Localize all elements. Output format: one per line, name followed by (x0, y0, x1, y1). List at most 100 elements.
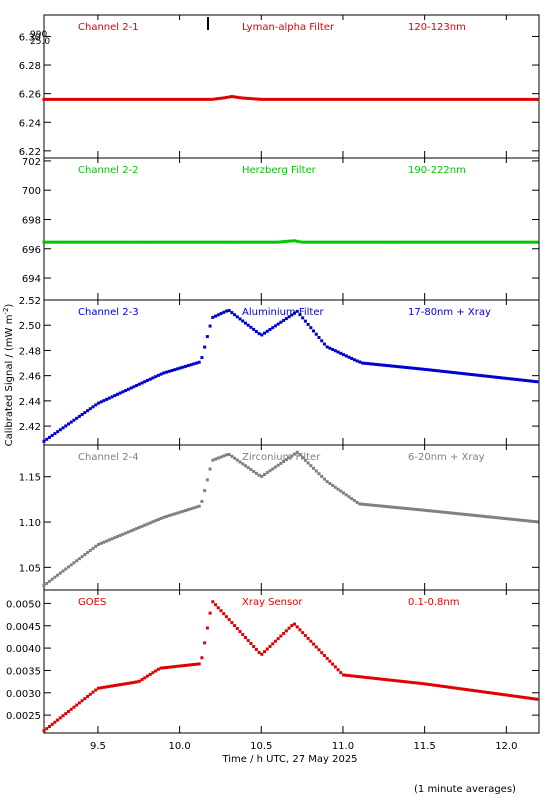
channel-label: Channel 2-2 (78, 165, 139, 176)
data-point (162, 97, 166, 101)
data-point (350, 240, 354, 244)
data-point (314, 240, 318, 244)
data-point (110, 395, 114, 399)
data-point (132, 528, 136, 532)
data-point (260, 474, 264, 478)
data-point (399, 365, 403, 369)
data-point (265, 471, 269, 475)
data-point (331, 662, 335, 666)
data-point (369, 240, 373, 244)
data-point (494, 375, 498, 379)
data-point (521, 378, 525, 382)
data-point (486, 374, 490, 378)
data-point (513, 377, 517, 381)
data-point (208, 240, 212, 244)
data-point (143, 97, 147, 101)
y-tick-label: 2.50 (19, 321, 41, 332)
data-point (110, 240, 114, 244)
data-point (524, 519, 528, 523)
data-point (58, 716, 62, 720)
data-point (445, 511, 449, 515)
channel-label: Channel 2-4 (78, 452, 139, 463)
data-point (382, 677, 386, 681)
data-point (467, 513, 471, 517)
data-point (282, 631, 286, 635)
data-point (64, 567, 68, 571)
data-point (151, 376, 155, 380)
data-point (279, 240, 283, 244)
data-point (420, 240, 424, 244)
data-point (524, 97, 528, 101)
data-point (205, 240, 209, 244)
data-point (282, 240, 286, 244)
data-point (336, 240, 340, 244)
data-point (72, 240, 76, 244)
data-point (535, 240, 539, 244)
data-point (124, 240, 128, 244)
data-point (186, 97, 190, 101)
footnote: (1 minute averages) (414, 784, 516, 795)
data-point (145, 97, 149, 101)
data-point (453, 97, 457, 101)
data-point (442, 97, 446, 101)
data-point (126, 97, 130, 101)
data-point (339, 489, 343, 493)
data-point (246, 466, 250, 470)
data-point (222, 310, 226, 314)
data-point (154, 669, 158, 673)
data-point (268, 240, 272, 244)
y-tick-label: 6.30 (19, 32, 41, 43)
data-point (358, 97, 362, 101)
data-point (456, 97, 460, 101)
data-point (233, 456, 237, 460)
data-point (399, 506, 403, 510)
data-point (192, 663, 196, 667)
data-point (233, 240, 237, 244)
data-point (461, 97, 465, 101)
data-point (47, 97, 51, 101)
data-point (268, 97, 272, 101)
data-point (178, 664, 182, 668)
x-tick-label: 10.0 (168, 741, 190, 752)
data-point (208, 467, 212, 471)
data-point (230, 240, 234, 244)
data-point (437, 97, 441, 101)
data-point (382, 504, 386, 508)
data-point (143, 380, 147, 384)
data-point (339, 97, 343, 101)
data-point (295, 309, 299, 313)
data-point (450, 240, 454, 244)
y-tick-label: 0.0050 (6, 599, 41, 610)
data-point (254, 330, 258, 334)
data-point (391, 364, 395, 368)
data-point (143, 240, 147, 244)
data-point (363, 502, 367, 506)
data-point (306, 461, 310, 465)
x-tick-label: 9.5 (90, 741, 106, 752)
data-point (167, 514, 171, 518)
data-point (404, 506, 408, 510)
data-point (322, 653, 326, 657)
data-point (401, 506, 405, 510)
data-point (295, 625, 299, 629)
data-point (260, 652, 264, 656)
data-point (412, 366, 416, 370)
data-point (298, 240, 302, 244)
data-point (287, 239, 291, 243)
data-point (88, 97, 92, 101)
data-point (459, 371, 463, 375)
data-point (75, 559, 79, 563)
data-point (91, 546, 95, 550)
data-point (246, 638, 250, 642)
data-point (189, 240, 193, 244)
data-point (472, 373, 476, 377)
data-point (205, 97, 209, 101)
data-point (355, 359, 359, 363)
data-point (499, 376, 503, 380)
data-point (347, 97, 351, 101)
data-point (301, 631, 305, 635)
data-point (156, 518, 160, 522)
data-point (192, 240, 196, 244)
data-point (464, 372, 468, 376)
data-point (197, 240, 201, 244)
